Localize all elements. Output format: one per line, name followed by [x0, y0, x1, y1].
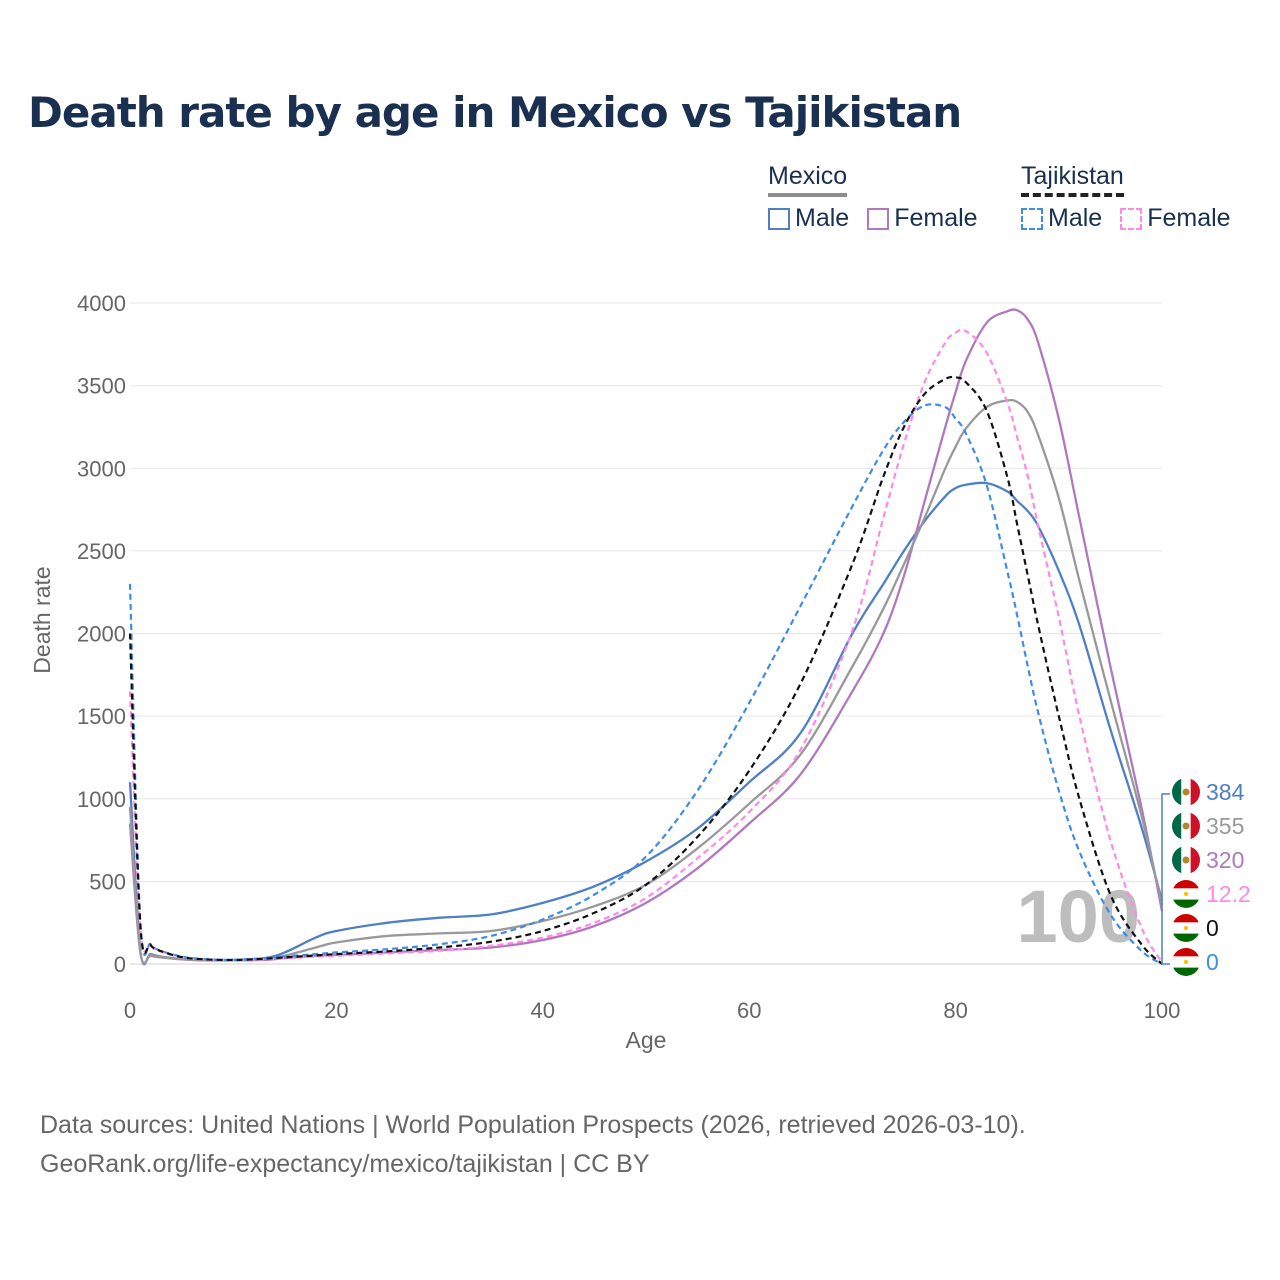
tajikistan-flag-icon: [1172, 948, 1200, 976]
end-label: 12.2: [1172, 880, 1251, 908]
legend-mexico-male[interactable]: Male: [768, 204, 849, 233]
x-tick-label: 20: [324, 998, 348, 1023]
footer-source: Data sources: United Nations | World Pop…: [40, 1111, 1026, 1139]
legend-mexico-female[interactable]: Female: [867, 204, 978, 233]
legend-swatch-mexico-female: [867, 207, 890, 230]
y-tick-label: 3000: [77, 456, 126, 481]
mexico-flag-icon: [1172, 812, 1200, 840]
end-label: 384: [1172, 778, 1245, 806]
footer: Data sources: United Nations | World Pop…: [40, 1106, 1026, 1184]
end-label: 0: [1172, 914, 1219, 942]
end-label-value: 384: [1206, 779, 1245, 805]
mexico-flag-icon: [1172, 778, 1200, 806]
mexico-flag-icon: [1172, 846, 1200, 874]
series-lines: [128, 308, 1164, 966]
x-tick-label: 60: [737, 998, 761, 1023]
series-line-mexico-male[interactable]: [128, 481, 1164, 966]
x-tick-label: 0: [124, 998, 136, 1023]
end-label-value: 0: [1206, 915, 1219, 941]
y-tick-label: 2500: [77, 539, 126, 564]
series-line-mexico-female[interactable]: [128, 308, 1164, 965]
legend-swatch-tajikistan-female: [1120, 207, 1143, 230]
series-line-tajikistan-total[interactable]: [128, 375, 1163, 965]
chart-title: Death rate by age in Mexico vs Tajikista…: [28, 88, 962, 137]
end-label: 0: [1172, 948, 1219, 976]
legend-mexico-items: Male Female: [768, 204, 978, 233]
footer-link[interactable]: GeoRank.org/life-expectancy/mexico/tajik…: [40, 1150, 650, 1178]
x-tick-label: 100: [1144, 998, 1181, 1023]
y-tick-label: 0: [114, 952, 126, 977]
axes: 0 500 1000 1500 2000 2500 3000 3500 4000 0 20 40 60 8…: [77, 291, 1180, 1023]
y-tick-label: 4000: [77, 291, 126, 316]
y-tick-label: 1000: [77, 787, 126, 812]
legend-mexico-label: Mexico: [768, 162, 848, 197]
y-tick-label: 3500: [77, 374, 126, 399]
end-label-value: 0: [1206, 949, 1219, 975]
tajikistan-flag-icon: [1172, 880, 1200, 908]
legend-mexico: Mexico Male Female: [768, 162, 978, 232]
series-line-tajikistan-male[interactable]: [128, 403, 1163, 965]
end-label: 320: [1172, 846, 1244, 874]
end-label-bracket: [1161, 793, 1170, 965]
grid-lines: [130, 302, 1162, 965]
watermark-year: 100: [1017, 875, 1140, 958]
legend-tajikistan-items: Male Female: [1021, 204, 1231, 233]
legend-tajikistan-male-label: Male: [1048, 204, 1103, 232]
tajikistan-flag-icon: [1172, 914, 1200, 942]
series-line-tajikistan-female[interactable]: [128, 328, 1163, 963]
y-tick-label: 1500: [77, 704, 126, 729]
legend-tajikistan-male[interactable]: Male: [1021, 204, 1102, 233]
legend-mexico-female-label: Female: [894, 204, 978, 232]
series-line-mexico-total[interactable]: [128, 398, 1164, 965]
y-axis-label: Death rate: [29, 566, 55, 673]
legend-tajikistan-female-label: Female: [1147, 204, 1231, 232]
end-label-value: 320: [1206, 847, 1244, 873]
end-labels: 384 355 320 12.2 0 0: [1161, 778, 1251, 976]
legend-tajikistan-female[interactable]: Female: [1120, 204, 1231, 233]
x-tick-label: 40: [531, 998, 555, 1023]
legend-swatch-tajikistan-male: [1021, 207, 1043, 230]
legend-swatch-mexico-male: [768, 207, 790, 230]
legend-tajikistan-label: Tajikistan: [1021, 162, 1124, 197]
end-label-value: 12.2: [1206, 881, 1251, 907]
y-tick-label: 2000: [77, 622, 126, 647]
x-axis-label: Age: [626, 1027, 667, 1053]
legend-tajikistan: Tajikistan Male Female: [1021, 162, 1231, 232]
y-tick-label: 500: [89, 869, 126, 894]
x-tick-label: 80: [943, 998, 967, 1023]
end-label: 355: [1172, 812, 1244, 840]
end-label-value: 355: [1206, 813, 1244, 839]
legend-mexico-male-label: Male: [795, 204, 850, 232]
